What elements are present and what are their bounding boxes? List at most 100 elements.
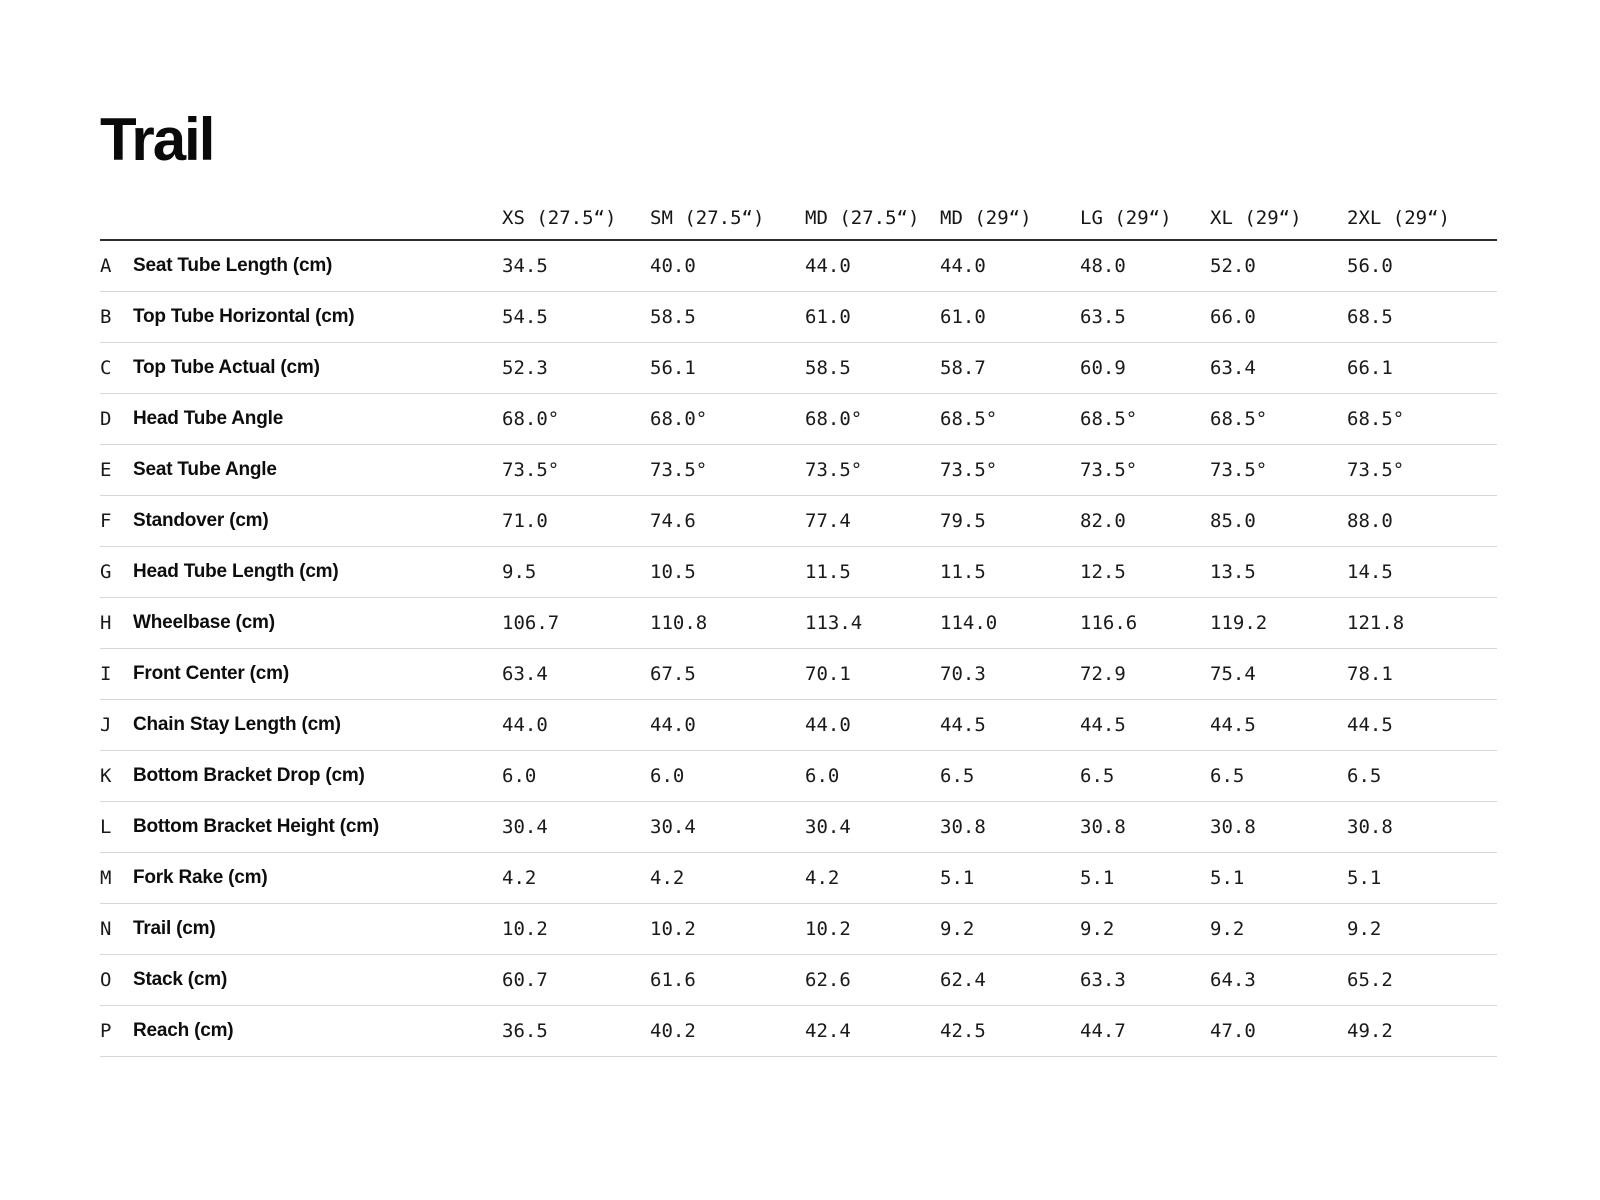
cell-value: 5.1	[940, 852, 1080, 904]
row-label: Fork Rake (cm)	[133, 852, 502, 904]
table-row: J Chain Stay Length (cm) 44.0 44.0 44.0 …	[100, 699, 1497, 751]
cell-value: 77.4	[805, 495, 940, 547]
cell-value: 36.5	[502, 1005, 650, 1057]
cell-value: 60.9	[1080, 342, 1210, 394]
row-letter: D	[100, 393, 133, 445]
cell-value: 11.5	[940, 546, 1080, 598]
row-label: Seat Tube Angle	[133, 444, 502, 496]
cell-value: 73.5°	[1080, 444, 1210, 496]
row-label: Stack (cm)	[133, 954, 502, 1006]
table-row: E Seat Tube Angle 73.5° 73.5° 73.5° 73.5…	[100, 444, 1497, 496]
cell-value: 85.0	[1210, 495, 1347, 547]
cell-value: 30.8	[1080, 801, 1210, 853]
cell-value: 121.8	[1347, 597, 1497, 649]
cell-value: 10.2	[502, 903, 650, 955]
row-letter: G	[100, 546, 133, 598]
header-letter-spacer	[100, 196, 133, 241]
cell-value: 30.4	[805, 801, 940, 853]
cell-value: 10.2	[650, 903, 805, 955]
cell-value: 12.5	[1080, 546, 1210, 598]
cell-value: 9.2	[1347, 903, 1497, 955]
cell-value: 63.3	[1080, 954, 1210, 1006]
geometry-table-container: XS (27.5“) SM (27.5“) MD (27.5“) MD (29“…	[100, 196, 1497, 1057]
cell-value: 68.5	[1347, 291, 1497, 343]
cell-value: 30.4	[502, 801, 650, 853]
row-label: Head Tube Length (cm)	[133, 546, 502, 598]
row-label: Standover (cm)	[133, 495, 502, 547]
cell-value: 6.5	[1347, 750, 1497, 802]
column-header-md-275: MD (27.5“)	[805, 196, 940, 241]
header-label-spacer	[133, 196, 502, 241]
cell-value: 5.1	[1347, 852, 1497, 904]
cell-value: 44.0	[805, 240, 940, 292]
cell-value: 44.0	[805, 699, 940, 751]
header-row: XS (27.5“) SM (27.5“) MD (27.5“) MD (29“…	[100, 196, 1497, 241]
row-letter: N	[100, 903, 133, 955]
cell-value: 65.2	[1347, 954, 1497, 1006]
cell-value: 73.5°	[1210, 444, 1347, 496]
table-row: I Front Center (cm) 63.4 67.5 70.1 70.3 …	[100, 648, 1497, 700]
cell-value: 30.8	[1210, 801, 1347, 853]
row-letter: O	[100, 954, 133, 1006]
cell-value: 5.1	[1080, 852, 1210, 904]
row-letter: I	[100, 648, 133, 700]
cell-value: 34.5	[502, 240, 650, 292]
cell-value: 110.8	[650, 597, 805, 649]
cell-value: 63.4	[502, 648, 650, 700]
row-letter: B	[100, 291, 133, 343]
cell-value: 75.4	[1210, 648, 1347, 700]
cell-value: 6.5	[940, 750, 1080, 802]
row-label: Bottom Bracket Height (cm)	[133, 801, 502, 853]
column-header-2xl: 2XL (29“)	[1347, 196, 1497, 241]
cell-value: 64.3	[1210, 954, 1347, 1006]
cell-value: 6.5	[1080, 750, 1210, 802]
column-header-md-29: MD (29“)	[940, 196, 1080, 241]
cell-value: 78.1	[1347, 648, 1497, 700]
cell-value: 73.5°	[650, 444, 805, 496]
cell-value: 71.0	[502, 495, 650, 547]
row-letter: M	[100, 852, 133, 904]
cell-value: 70.3	[940, 648, 1080, 700]
row-label: Top Tube Actual (cm)	[133, 342, 502, 394]
row-letter: L	[100, 801, 133, 853]
cell-value: 63.4	[1210, 342, 1347, 394]
cell-value: 44.7	[1080, 1005, 1210, 1057]
cell-value: 10.2	[805, 903, 940, 955]
cell-value: 67.5	[650, 648, 805, 700]
row-letter: A	[100, 240, 133, 292]
cell-value: 66.0	[1210, 291, 1347, 343]
cell-value: 4.2	[502, 852, 650, 904]
row-letter: J	[100, 699, 133, 751]
row-letter: C	[100, 342, 133, 394]
cell-value: 82.0	[1080, 495, 1210, 547]
geometry-table: XS (27.5“) SM (27.5“) MD (27.5“) MD (29“…	[100, 196, 1497, 1057]
cell-value: 6.0	[502, 750, 650, 802]
cell-value: 74.6	[650, 495, 805, 547]
cell-value: 63.5	[1080, 291, 1210, 343]
cell-value: 44.5	[1080, 699, 1210, 751]
table-row: N Trail (cm) 10.2 10.2 10.2 9.2 9.2 9.2 …	[100, 903, 1497, 955]
row-label: Wheelbase (cm)	[133, 597, 502, 649]
cell-value: 60.7	[502, 954, 650, 1006]
cell-value: 70.1	[805, 648, 940, 700]
cell-value: 116.6	[1080, 597, 1210, 649]
cell-value: 61.0	[805, 291, 940, 343]
cell-value: 66.1	[1347, 342, 1497, 394]
cell-value: 58.5	[805, 342, 940, 394]
table-row: A Seat Tube Length (cm) 34.5 40.0 44.0 4…	[100, 240, 1497, 292]
cell-value: 6.0	[805, 750, 940, 802]
cell-value: 40.2	[650, 1005, 805, 1057]
cell-value: 40.0	[650, 240, 805, 292]
cell-value: 44.0	[940, 240, 1080, 292]
cell-value: 52.3	[502, 342, 650, 394]
cell-value: 4.2	[805, 852, 940, 904]
column-header-xs: XS (27.5“)	[502, 196, 650, 241]
row-label: Head Tube Angle	[133, 393, 502, 445]
cell-value: 61.0	[940, 291, 1080, 343]
cell-value: 10.5	[650, 546, 805, 598]
cell-value: 79.5	[940, 495, 1080, 547]
row-letter: F	[100, 495, 133, 547]
cell-value: 42.4	[805, 1005, 940, 1057]
table-row: C Top Tube Actual (cm) 52.3 56.1 58.5 58…	[100, 342, 1497, 394]
